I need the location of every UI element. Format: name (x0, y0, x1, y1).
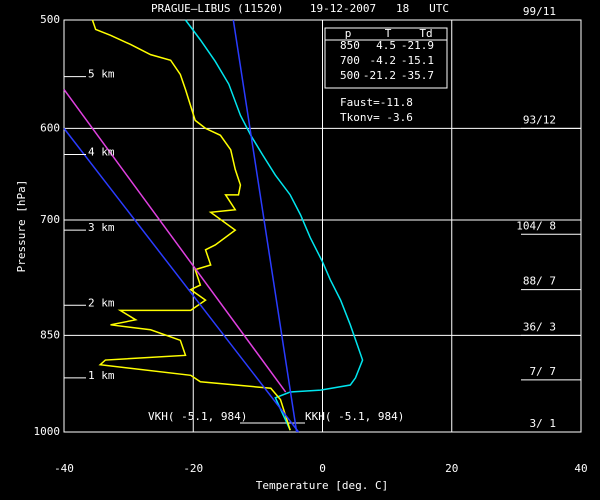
height-label: 1 km (88, 369, 115, 382)
y-tick-label: 1000 (34, 425, 61, 438)
table-cell: -21.2 (363, 69, 396, 82)
x-axis-label: Temperature [deg. C] (256, 479, 388, 492)
annotation: Tkonv= -3.6 (340, 111, 413, 124)
x-tick-label: 20 (445, 462, 458, 475)
table-header: T (385, 27, 392, 40)
table-box (324, 27, 448, 89)
x-tick-label: -40 (54, 462, 74, 475)
wind-label: 93/12 (523, 113, 556, 126)
table-header: Td (419, 27, 432, 40)
wind-label: 3/ 1 (530, 417, 557, 430)
table-cell: 4.5 (376, 39, 396, 52)
x-tick-label: -20 (183, 462, 203, 475)
wind-label: 36/ 3 (523, 320, 556, 333)
y-tick-label: 700 (40, 213, 60, 226)
table-cell: 700 (340, 54, 360, 67)
series-line (184, 19, 364, 431)
table-cell: 850 (340, 39, 360, 52)
y-tick-label: 500 (40, 13, 60, 26)
chart-title: PRAGUE–LIBUS (11520) 19-12-2007 18 UTC (151, 2, 449, 15)
annotation: KKH( -5.1, 984) (305, 410, 404, 423)
y-tick-label: 600 (40, 121, 60, 134)
annotation: Faust=-11.8 (340, 96, 413, 109)
y-tick-label: 850 (40, 328, 60, 341)
series-line (63, 89, 287, 393)
wind-label: 104/ 8 (516, 219, 556, 232)
table-cell: 500 (340, 69, 360, 82)
table-cell: -21.9 (401, 39, 434, 52)
table-cell: -35.7 (401, 69, 434, 82)
height-label: 2 km (88, 296, 115, 309)
series-line (91, 19, 291, 431)
table-cell: -15.1 (401, 54, 434, 67)
x-tick-label: 0 (319, 462, 326, 475)
table-cell: -4.2 (370, 54, 397, 67)
height-label: 4 km (88, 146, 115, 159)
wind-label: 99/11 (523, 5, 556, 18)
table-header: p (345, 27, 352, 40)
height-label: 5 km (88, 68, 115, 81)
series-line (232, 19, 298, 433)
wind-label: 88/ 7 (523, 275, 556, 288)
annotation: VKH( -5.1, 984) (148, 410, 247, 423)
series-line (63, 127, 300, 433)
height-label: 3 km (88, 221, 115, 234)
x-tick-label: 40 (574, 462, 587, 475)
wind-label: 7/ 7 (530, 365, 557, 378)
y-axis-label: Pressure [hPa] (15, 180, 28, 273)
